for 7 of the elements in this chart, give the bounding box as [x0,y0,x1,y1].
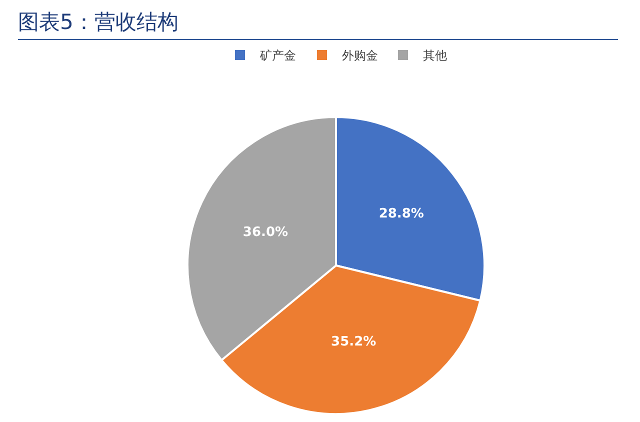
legend-label: 矿产金 [259,48,296,63]
chart-title: 图表5：营收结构 [18,8,618,41]
legend-label: 其他 [423,48,447,63]
data-label: 28.8% [378,206,424,222]
legend-label: 外购金 [342,48,378,63]
data-label: 36.0% [242,224,288,240]
data-label: 35.2% [331,334,376,350]
